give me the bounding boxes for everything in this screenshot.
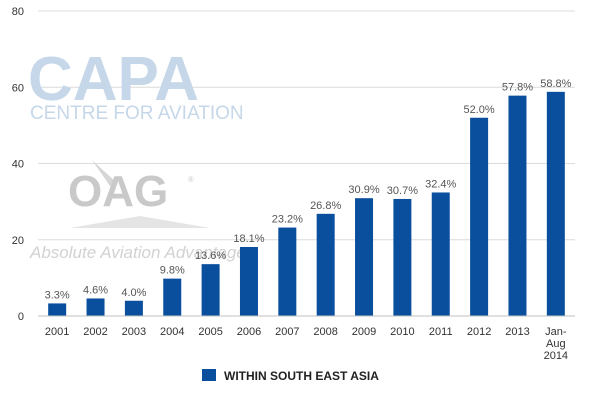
x-tick-label: 2005 [198, 326, 222, 338]
bar [202, 264, 220, 316]
bar [240, 247, 258, 316]
legend-label: WITHIN SOUTH EAST ASIA [224, 369, 379, 383]
data-label: 9.8% [160, 265, 185, 277]
legend-swatch [202, 369, 216, 381]
x-tick-label: 2014 [544, 350, 568, 362]
bar [355, 198, 373, 316]
capa-watermark: CAPA CENTRE FOR AVIATION [28, 45, 244, 124]
bar [87, 298, 105, 316]
oag-divider-icon [70, 216, 210, 228]
data-label: 4.0% [121, 287, 146, 299]
y-tick-label: 60 [12, 82, 24, 94]
bar [125, 301, 143, 316]
bar [48, 303, 66, 316]
bar [317, 214, 335, 316]
bar [508, 96, 526, 316]
data-label: 30.9% [348, 184, 379, 196]
x-tick-label: 2002 [83, 326, 107, 338]
x-tick-label: Jan- [545, 326, 567, 338]
data-label: 3.3% [45, 289, 70, 301]
x-tick-label: Aug [546, 338, 566, 350]
data-label: 57.8% [502, 82, 533, 94]
x-tick-label: 2004 [160, 326, 184, 338]
x-tick-label: 2008 [313, 326, 337, 338]
x-tick-label: 2003 [122, 326, 146, 338]
x-tick-label: 2001 [45, 326, 69, 338]
y-tick-label: 20 [12, 235, 24, 247]
x-axis-ticks: 2001 2002 2003 2004 2005 2006 2007 2008 2009 2010… [45, 326, 568, 362]
y-tick-label: 0 [18, 311, 24, 323]
data-label: 26.8% [310, 200, 341, 212]
bar-chart: CAPA CENTRE FOR AVIATION OAG ® Absolute … [0, 0, 600, 400]
legend: WITHIN SOUTH EAST ASIA [202, 369, 379, 383]
bar [470, 118, 488, 316]
data-label: 58.8% [540, 78, 571, 90]
x-tick-label: 2006 [237, 326, 261, 338]
data-label: 23.2% [272, 214, 303, 226]
bar [547, 92, 565, 316]
oag-logo-text: OAG [68, 167, 168, 216]
y-axis-ticks: 0 20 40 60 80 [12, 6, 24, 323]
data-label: 52.0% [464, 104, 495, 116]
y-tick-label: 80 [12, 6, 24, 18]
x-tick-label: 2011 [429, 326, 453, 338]
data-label: 4.6% [83, 284, 108, 296]
bar [163, 279, 181, 316]
x-tick-label: 2013 [505, 326, 529, 338]
bar [432, 192, 450, 316]
oag-registered-mark: ® [188, 175, 194, 184]
x-tick-label: 2007 [275, 326, 299, 338]
bar [278, 228, 296, 316]
data-label: 18.1% [233, 233, 264, 245]
x-tick-label: 2012 [467, 326, 491, 338]
data-label: 13.6% [195, 250, 226, 262]
bar [393, 199, 411, 316]
oag-watermark: OAG ® Absolute Aviation Advantage [29, 160, 246, 262]
data-label: 32.4% [425, 178, 456, 190]
capa-subtitle-text: CENTRE FOR AVIATION [30, 103, 244, 124]
x-tick-label: 2009 [352, 326, 376, 338]
y-tick-label: 40 [12, 159, 24, 171]
data-label: 30.7% [387, 185, 418, 197]
x-tick-label: 2010 [390, 326, 414, 338]
